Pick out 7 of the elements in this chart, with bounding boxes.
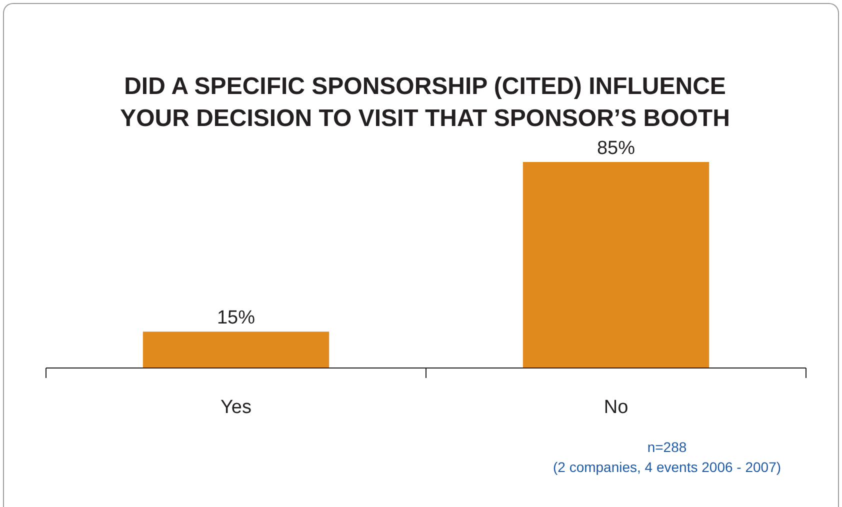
x-tick-label: No [604, 397, 628, 418]
data-label: 85% [596, 138, 636, 159]
data-label: 15% [216, 308, 256, 329]
x-tick-label: Yes [220, 397, 252, 418]
chart-title: DID A SPECIFIC SPONSORSHIP (CITED) INFLUENCE YOUR DECISION TO VISIT THAT SPONSOR’S BOOTH [120, 73, 730, 132]
text: n=288 [647, 439, 687, 455]
text: (2 companies, 4 events 2006 - 2007) [552, 459, 782, 475]
